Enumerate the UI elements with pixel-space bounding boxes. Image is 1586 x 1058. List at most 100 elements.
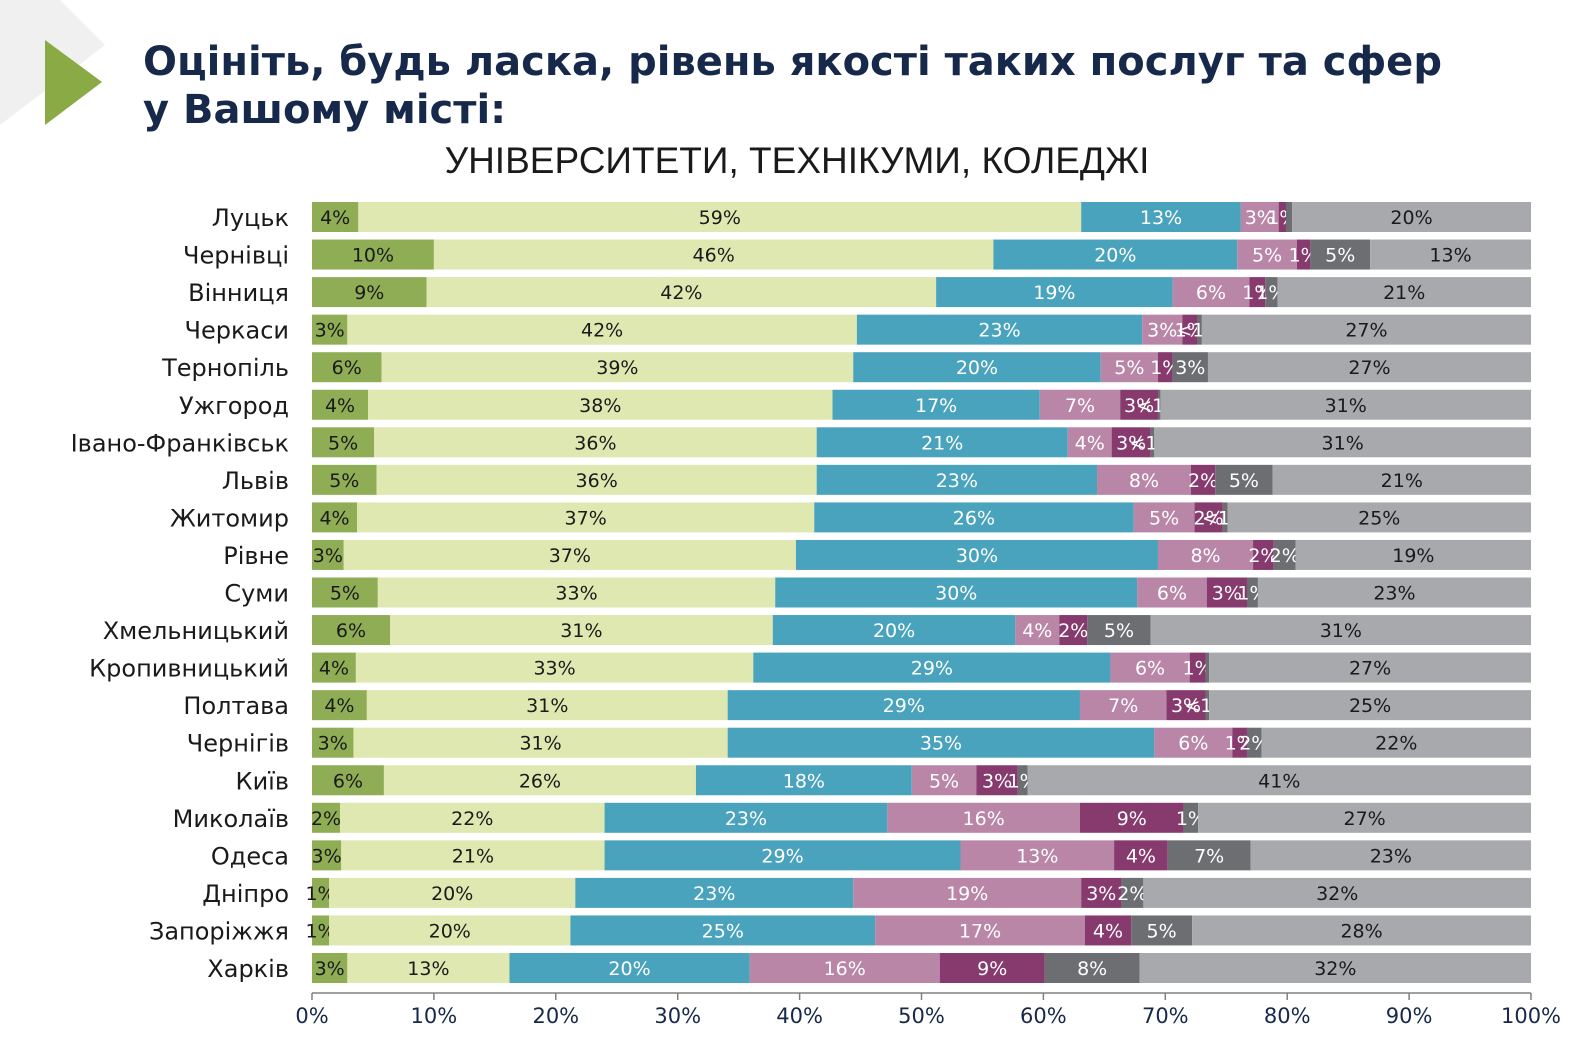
category-label: Київ bbox=[236, 767, 289, 795]
bar-segment bbox=[1292, 202, 1531, 232]
bar-segment bbox=[1079, 690, 1167, 721]
data-label: 1% bbox=[305, 920, 335, 942]
bar-segment bbox=[1154, 727, 1233, 758]
bar-segment bbox=[1277, 277, 1531, 308]
data-label: 19% bbox=[1033, 282, 1075, 304]
category-label: Полтава bbox=[183, 692, 289, 720]
data-label: 46% bbox=[693, 245, 735, 267]
bar-segment bbox=[329, 877, 576, 908]
bar-segment bbox=[816, 427, 1068, 458]
data-label: 26% bbox=[953, 507, 995, 529]
data-label: 20% bbox=[608, 958, 650, 980]
bar-segment bbox=[1017, 765, 1028, 796]
data-label: 9% bbox=[1117, 808, 1147, 830]
bar-segment bbox=[366, 690, 728, 721]
bar-segment bbox=[357, 502, 815, 533]
bar-segment bbox=[1121, 877, 1144, 908]
bar-segment bbox=[1296, 239, 1311, 270]
bar-segment bbox=[312, 577, 378, 608]
data-label: 27% bbox=[1345, 320, 1387, 342]
data-label: 13% bbox=[407, 958, 449, 980]
bar-segment bbox=[509, 953, 750, 983]
data-label: 17% bbox=[915, 395, 957, 417]
data-label: 2% bbox=[1188, 470, 1218, 492]
bar-segment bbox=[853, 877, 1082, 908]
bar-segment bbox=[358, 202, 1082, 232]
data-label: 22% bbox=[451, 808, 493, 830]
bar-segment bbox=[347, 314, 857, 345]
bar-segment bbox=[816, 464, 1098, 495]
bar-segment bbox=[312, 727, 354, 758]
data-label: 6% bbox=[332, 357, 362, 379]
data-label: 1% bbox=[305, 883, 335, 905]
data-label: 41% bbox=[1258, 770, 1300, 792]
data-label: 29% bbox=[761, 845, 803, 867]
data-label: 32% bbox=[1314, 958, 1356, 980]
data-label: 4% bbox=[324, 695, 354, 717]
data-label: 4% bbox=[1022, 620, 1052, 642]
bar-segment bbox=[875, 915, 1085, 946]
bar-segment bbox=[1190, 464, 1216, 495]
data-label: 42% bbox=[581, 320, 623, 342]
data-label: 7% bbox=[1194, 845, 1224, 867]
data-label: 31% bbox=[1320, 620, 1362, 642]
category-label: Івано-Франківськ bbox=[71, 429, 289, 457]
corner-decoration bbox=[0, 0, 105, 125]
data-label: 21% bbox=[1383, 282, 1425, 304]
bar-segment bbox=[426, 277, 937, 308]
bar-segment bbox=[1370, 239, 1531, 270]
bar-segment bbox=[376, 464, 817, 495]
category-label: Львів bbox=[222, 467, 289, 495]
bar-segment bbox=[570, 915, 876, 946]
bar-segment bbox=[1227, 502, 1531, 533]
data-label: 6% bbox=[1178, 733, 1208, 755]
category-label: Тернопіль bbox=[161, 354, 289, 382]
data-label: 23% bbox=[693, 883, 735, 905]
data-label: 30% bbox=[935, 583, 977, 605]
data-label: 5% bbox=[1149, 507, 1179, 529]
data-label: 31% bbox=[526, 695, 568, 717]
data-label: 1% bbox=[1183, 658, 1213, 680]
bar-segment bbox=[341, 840, 605, 871]
bar-segment bbox=[312, 539, 344, 570]
data-label: 36% bbox=[576, 470, 618, 492]
bar-segment bbox=[1154, 427, 1531, 458]
data-label: 23% bbox=[978, 320, 1020, 342]
data-label: 5% bbox=[1104, 620, 1134, 642]
data-label: 36% bbox=[574, 432, 616, 454]
data-label: 6% bbox=[1196, 282, 1226, 304]
bar-segment bbox=[1222, 502, 1228, 533]
bar-segment bbox=[1182, 314, 1197, 345]
bar-segment bbox=[795, 539, 1158, 570]
bar-segment bbox=[1207, 352, 1531, 383]
bar-segment bbox=[695, 765, 912, 796]
data-label: 22% bbox=[1375, 733, 1417, 755]
bar-segment bbox=[1265, 277, 1278, 308]
bar-segment bbox=[353, 727, 728, 758]
x-tick-label: 70% bbox=[1142, 1004, 1189, 1028]
data-label: 13% bbox=[1140, 207, 1182, 229]
bar-segment bbox=[1111, 427, 1151, 458]
data-label: 26% bbox=[519, 770, 561, 792]
data-label: 6% bbox=[1157, 583, 1187, 605]
bar-segment bbox=[1172, 352, 1208, 383]
bar-segment bbox=[1133, 502, 1195, 533]
bar-segment bbox=[312, 502, 358, 533]
category-label: Хмельницький bbox=[103, 617, 289, 645]
data-label: 20% bbox=[956, 357, 998, 379]
data-label: 31% bbox=[1322, 432, 1364, 454]
bar-segment bbox=[312, 277, 427, 308]
bar-segment bbox=[1100, 352, 1158, 383]
bar-segment bbox=[993, 239, 1238, 270]
bar-segment bbox=[1249, 277, 1266, 308]
data-label: 28% bbox=[1340, 920, 1382, 942]
data-label: 42% bbox=[660, 282, 702, 304]
x-tick-label: 0% bbox=[295, 1004, 328, 1028]
bar-segment bbox=[1097, 464, 1191, 495]
data-label: 6% bbox=[1135, 658, 1165, 680]
category-label: Черкаси bbox=[185, 317, 289, 345]
data-label: 23% bbox=[725, 808, 767, 830]
bar-segment bbox=[1201, 314, 1531, 345]
category-label: Луцьк bbox=[212, 204, 289, 232]
data-label: 13% bbox=[1016, 845, 1058, 867]
